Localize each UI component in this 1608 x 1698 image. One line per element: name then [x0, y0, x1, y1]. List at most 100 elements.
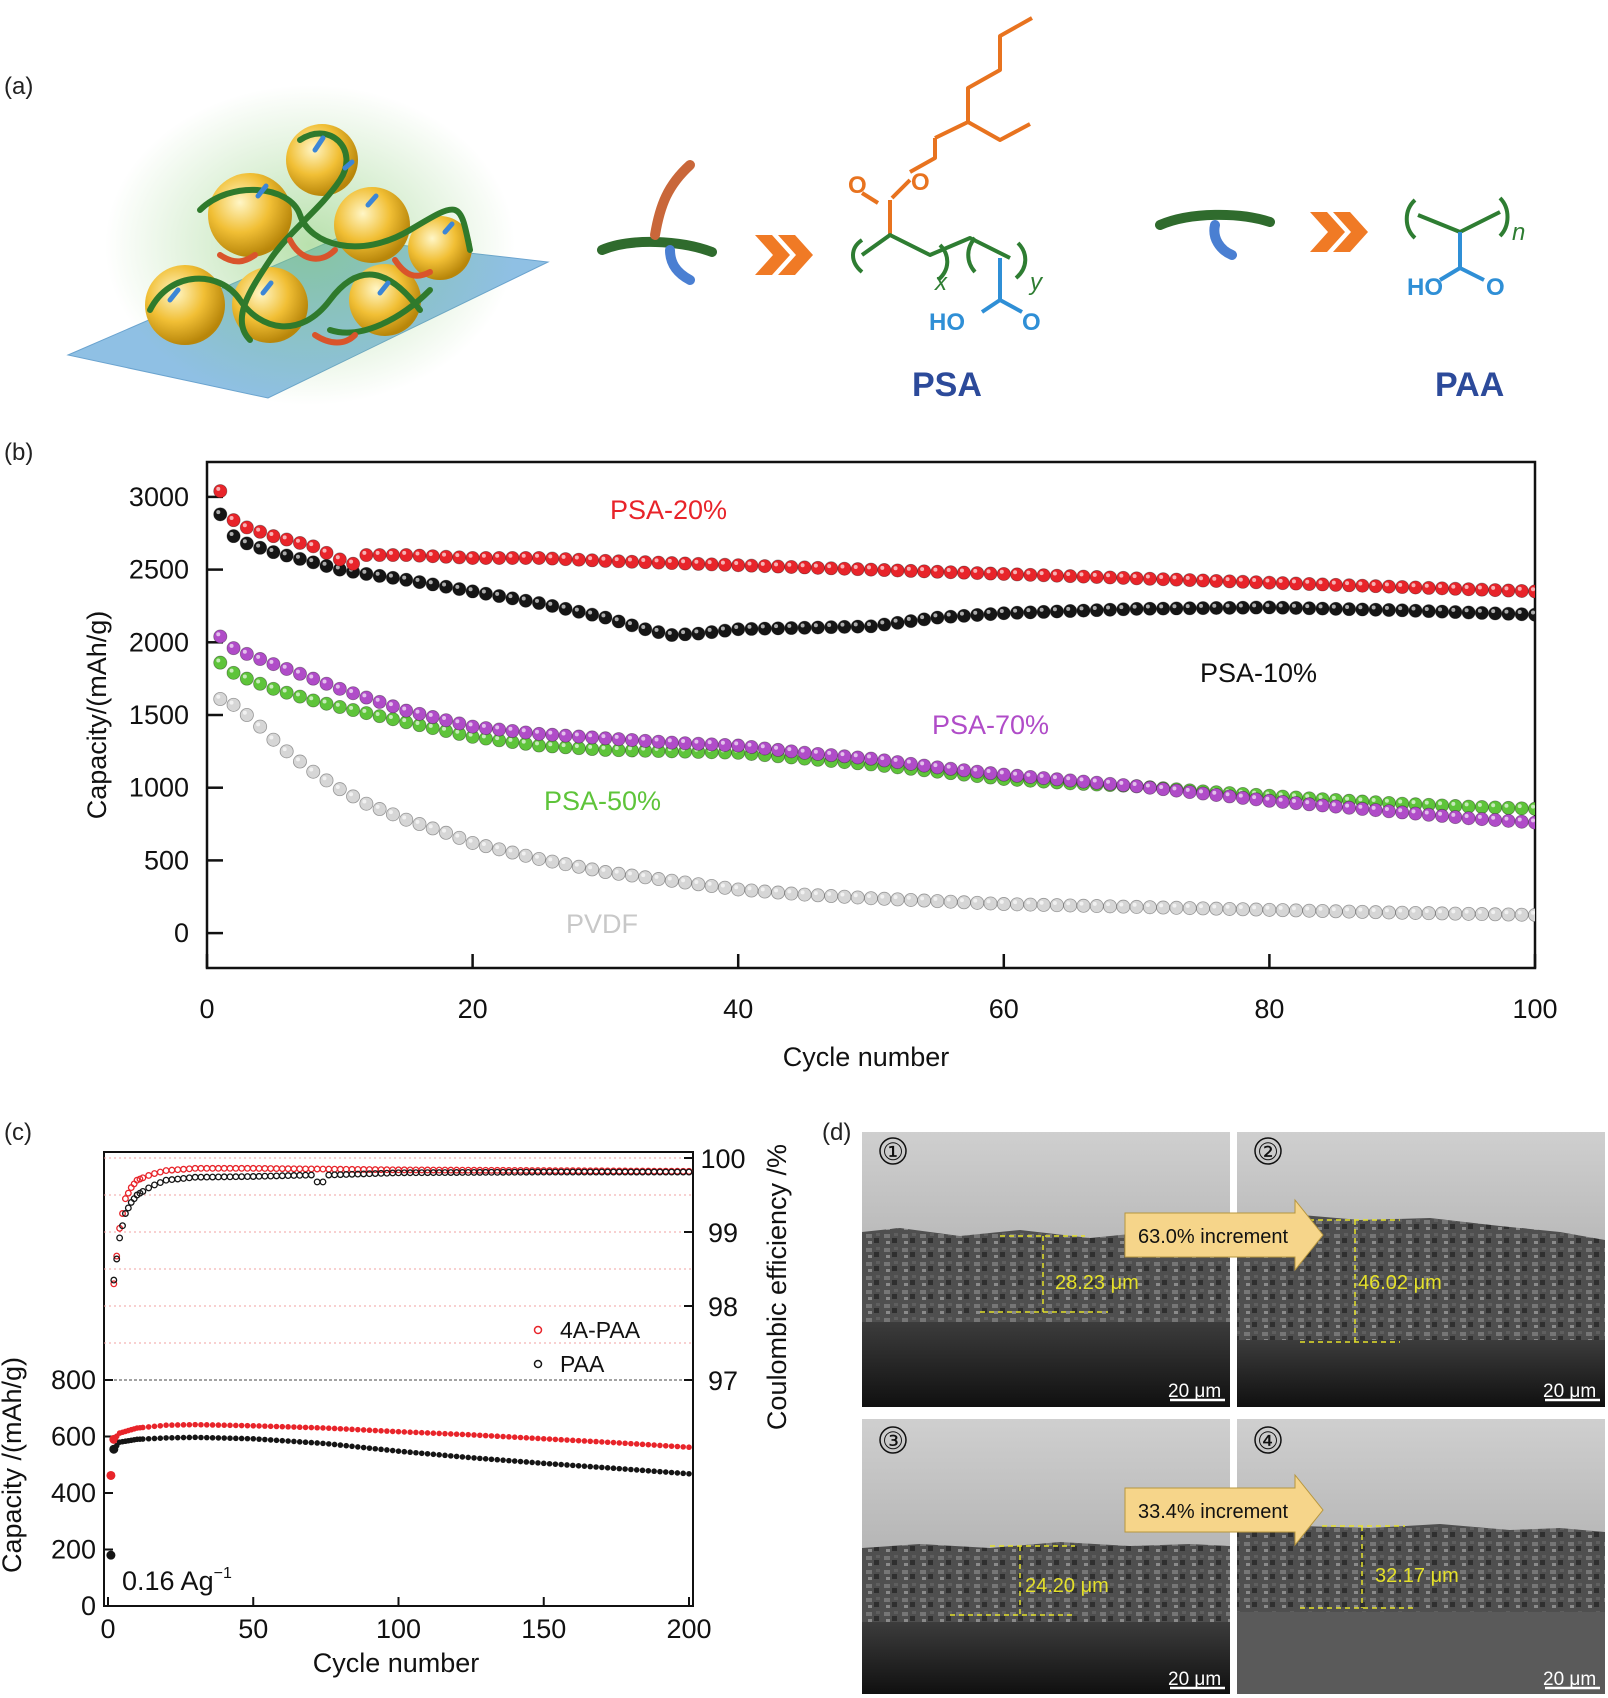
data-point: [168, 1166, 176, 1174]
data-point-highlight: [1345, 803, 1350, 808]
data-point-highlight: [667, 558, 672, 563]
data-point-highlight: [1159, 574, 1164, 579]
data-point: [407, 1449, 413, 1456]
data-point: [1302, 576, 1317, 591]
data-point: [319, 558, 334, 573]
data-point: [518, 550, 533, 565]
data-point: [1262, 793, 1277, 808]
data-point: [180, 1434, 187, 1441]
data-point-highlight: [1318, 801, 1323, 806]
data-point-highlight: [1517, 804, 1522, 809]
psa-ho: HO: [929, 309, 965, 336]
data-point: [877, 563, 892, 578]
data-point: [319, 1165, 327, 1173]
data-point-highlight: [574, 743, 579, 748]
data-point: [1063, 604, 1078, 619]
data-point: [453, 1453, 460, 1460]
data-point-highlight: [853, 753, 858, 758]
data-point-highlight: [800, 563, 805, 568]
data-point: [180, 1165, 187, 1173]
data-point-highlight: [601, 734, 606, 739]
data-point: [1368, 905, 1383, 920]
data-point: [306, 693, 321, 708]
data-point: [471, 1455, 477, 1461]
chart-c-ylabel-left: Capacity /(mAh/g): [0, 1357, 27, 1573]
data-point: [956, 608, 971, 623]
data-point-highlight: [535, 553, 539, 558]
data-point-highlight: [1411, 583, 1416, 588]
data-point-highlight: [574, 607, 579, 612]
data-point: [1381, 905, 1396, 920]
label-psa10: PSA-10%: [1200, 658, 1317, 688]
data-point: [585, 553, 600, 568]
data-point-highlight: [1411, 809, 1416, 814]
data-point-highlight: [1066, 606, 1071, 611]
data-point: [401, 1448, 408, 1455]
psa-ester-o: O: [911, 169, 930, 196]
data-point-highlight: [1531, 587, 1535, 592]
data-point: [156, 1168, 164, 1176]
data-point-highlight: [614, 557, 619, 562]
data-point: [243, 1164, 251, 1172]
data-point-highlight: [694, 739, 699, 744]
data-point: [616, 1440, 623, 1446]
data-point: [1116, 899, 1131, 914]
data-point-highlight: [1464, 802, 1469, 807]
data-point-highlight: [1305, 800, 1310, 805]
data-point-highlight: [349, 688, 354, 693]
data-point-highlight: [1265, 905, 1270, 910]
data-point-highlight: [627, 746, 632, 751]
data-point: [385, 699, 400, 714]
data-point: [332, 700, 347, 715]
data-point: [156, 1179, 164, 1187]
data-point: [624, 868, 639, 883]
y-tick-label: 800: [51, 1365, 96, 1395]
data-point: [1103, 899, 1118, 914]
data-point-highlight: [734, 885, 739, 890]
data-point: [436, 1430, 442, 1437]
increment-callout-2: 33.4% increment: [1124, 1473, 1324, 1547]
data-point: [266, 657, 281, 672]
data-point-highlight: [1013, 771, 1018, 776]
data-point: [1262, 600, 1277, 615]
data-point: [1474, 582, 1489, 597]
data-point: [292, 666, 307, 681]
data-point: [552, 1461, 559, 1467]
data-point: [744, 883, 759, 898]
y2-tick-label: 100: [700, 1144, 745, 1174]
data-point: [500, 1457, 506, 1463]
sem-index-badge: [1254, 1137, 1282, 1165]
data-point: [598, 731, 613, 746]
data-point-highlight: [747, 561, 752, 566]
data-point-highlight: [481, 553, 486, 558]
series-pvdf: [213, 692, 1535, 922]
data-point-highlight: [535, 729, 539, 734]
data-point: [1063, 569, 1078, 584]
data-point: [1501, 813, 1516, 828]
data-point: [996, 566, 1011, 581]
data-point-highlight: [442, 582, 447, 587]
data-point: [545, 598, 560, 613]
panel-label-a: (a): [4, 73, 33, 100]
data-point: [1169, 601, 1184, 616]
data-point-highlight: [1252, 905, 1257, 910]
data-point: [296, 1424, 303, 1431]
data-point: [1182, 901, 1197, 916]
data-point: [505, 723, 520, 738]
data-point: [797, 887, 812, 902]
chart-c-axis: 0 50 100 150 200 0 200 400 600 800 97 98 99 100: [51, 1144, 746, 1644]
data-point: [372, 548, 387, 563]
data-point: [267, 1165, 275, 1172]
data-point: [1501, 606, 1516, 621]
data-point-highlight: [986, 899, 991, 904]
data-point-highlight: [1052, 900, 1057, 905]
data-point: [139, 1174, 147, 1182]
electrode-schematic: [66, 85, 550, 405]
data-point-highlight: [1318, 794, 1323, 799]
data-point-highlight: [1531, 818, 1535, 823]
y-tick-label: 600: [51, 1422, 96, 1452]
data-point: [691, 556, 706, 571]
data-point-highlight: [1384, 798, 1389, 803]
data-point: [482, 1456, 489, 1462]
data-point-highlight: [216, 632, 221, 637]
